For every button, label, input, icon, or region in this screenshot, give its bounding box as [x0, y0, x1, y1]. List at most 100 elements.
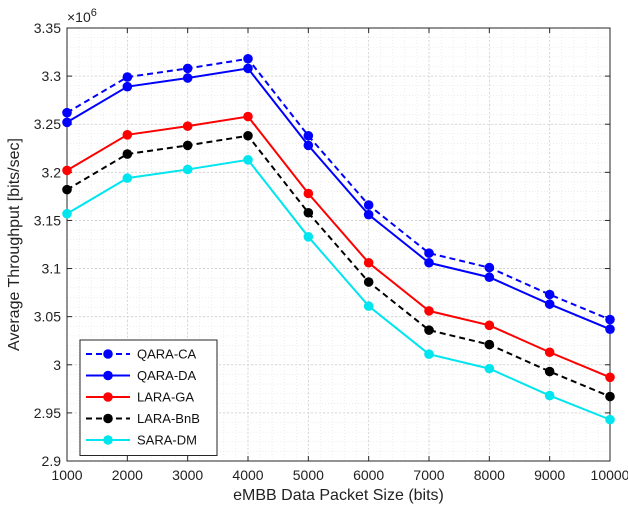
- data-point: [424, 248, 434, 258]
- legend-label: QARA-DA: [137, 368, 197, 383]
- legend-marker: [103, 370, 113, 381]
- x-axis-label: eMBB Data Packet Size (bits): [233, 487, 444, 504]
- y-tick-label: 2.9: [42, 453, 62, 469]
- y-tick-label: 3.2: [42, 164, 62, 180]
- legend-marker: [103, 392, 113, 402]
- data-point: [243, 63, 253, 74]
- legend-entry: QARA-CA: [86, 347, 197, 362]
- y-axis-label: Average Throughput [bits/sec]: [6, 138, 23, 351]
- series-lines: [62, 53, 615, 425]
- data-point: [363, 277, 374, 287]
- data-point: [122, 149, 133, 159]
- series-line: [66, 158, 611, 421]
- y-tick-label: 3.05: [34, 309, 61, 325]
- data-point: [122, 130, 133, 140]
- data-point: [243, 155, 253, 165]
- data-point: [484, 363, 495, 374]
- series-line: [66, 57, 611, 321]
- data-point: [544, 366, 555, 377]
- legend-label: SARA-DM: [137, 433, 197, 448]
- data-point: [424, 306, 434, 316]
- series-qara-da: [62, 63, 615, 334]
- series-lara-bnb: [62, 130, 615, 402]
- x-tick-label: 10000: [591, 467, 628, 483]
- y-tick-label: 3.1: [42, 261, 62, 277]
- legend-entry: QARA-DA: [86, 368, 197, 383]
- data-point: [62, 117, 72, 128]
- series-sara-dm: [62, 155, 615, 425]
- data-point: [243, 53, 253, 64]
- legend: QARA-CA QARA-DA LARA-GA LARA-BnB SARA-DM: [79, 339, 218, 456]
- y-tick-label: 3.25: [34, 116, 61, 132]
- x-tick-label: 9000: [534, 467, 565, 483]
- data-point: [484, 272, 495, 283]
- data-point: [484, 339, 495, 350]
- data-point: [605, 314, 615, 325]
- data-point: [424, 257, 434, 268]
- data-point: [62, 184, 72, 195]
- x-tick-label: 8000: [474, 467, 505, 483]
- legend-entry: LARA-BnB: [86, 411, 200, 426]
- data-point: [303, 140, 314, 151]
- data-point: [243, 111, 253, 122]
- data-point: [182, 140, 193, 151]
- data-point: [424, 325, 434, 335]
- series-line: [66, 67, 611, 331]
- plot-frame: [66, 27, 611, 462]
- data-point: [303, 188, 314, 199]
- data-point: [182, 63, 193, 74]
- data-point: [243, 130, 253, 141]
- data-point: [303, 130, 314, 141]
- data-point: [484, 262, 495, 273]
- series-lara-ga: [62, 111, 615, 383]
- legend-entry: SARA-DM: [86, 433, 197, 448]
- legend-label: QARA-CA: [137, 347, 197, 362]
- data-point: [182, 121, 193, 131]
- y-tick-label: 3: [53, 357, 61, 373]
- data-point: [544, 390, 555, 401]
- data-point: [363, 301, 374, 311]
- data-point: [544, 299, 555, 309]
- data-point: [182, 73, 193, 83]
- legend-marker: [103, 435, 113, 445]
- data-point: [605, 372, 615, 383]
- data-point: [122, 173, 133, 183]
- x-tick-label: 4000: [232, 467, 263, 483]
- y-tick-label: 3.3: [42, 68, 62, 84]
- data-point: [182, 164, 193, 175]
- data-point: [62, 208, 72, 219]
- data-point: [303, 232, 314, 242]
- data-point: [62, 107, 72, 118]
- data-point: [122, 72, 133, 82]
- x-tick-label: 6000: [353, 467, 384, 483]
- data-point: [605, 391, 615, 402]
- data-point: [484, 320, 495, 331]
- x-tick-label: 5000: [293, 467, 324, 483]
- y-multiplier: ×106: [67, 7, 97, 25]
- legend-entry: LARA-GA: [86, 390, 194, 405]
- data-point: [544, 289, 555, 300]
- data-point: [62, 165, 72, 176]
- data-point: [363, 200, 374, 210]
- data-point: [363, 257, 374, 268]
- data-point: [122, 81, 133, 92]
- data-point: [605, 414, 615, 425]
- y-tick-label: 3.15: [34, 212, 61, 228]
- data-point: [544, 347, 555, 358]
- series-line: [66, 115, 611, 379]
- legend-marker: [103, 413, 113, 424]
- x-tick-label: 3000: [172, 467, 203, 483]
- series-qara-ca: [62, 53, 615, 325]
- x-tick-label: 2000: [112, 467, 143, 483]
- data-point: [424, 349, 434, 359]
- legend-marker: [103, 349, 113, 359]
- y-tick-label: 2.95: [34, 405, 61, 421]
- series-line: [66, 134, 611, 398]
- data-point: [303, 207, 314, 218]
- data-point: [363, 209, 374, 220]
- x-tick-label: 7000: [413, 467, 444, 483]
- legend-label: LARA-GA: [137, 390, 194, 405]
- legend-label: LARA-BnB: [137, 411, 200, 426]
- data-point: [605, 324, 615, 334]
